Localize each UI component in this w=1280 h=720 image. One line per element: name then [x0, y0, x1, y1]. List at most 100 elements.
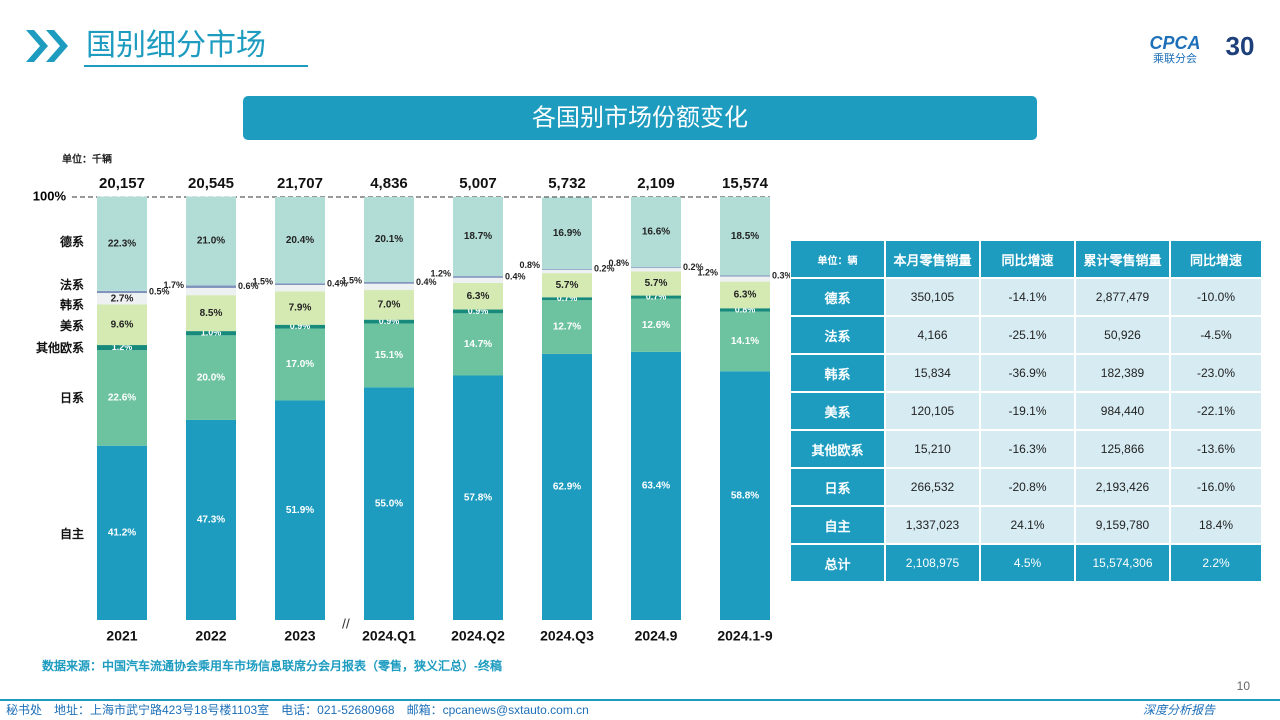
table-cell: -36.9% — [980, 354, 1075, 392]
bar-segment — [275, 284, 325, 292]
value-label: 0.4% — [416, 277, 437, 287]
x-tick-label: 2024.Q3 — [540, 628, 594, 644]
table-cell: 2,108,975 — [885, 544, 980, 582]
total-label: 15,574 — [722, 175, 769, 192]
value-label: 0.8% — [519, 260, 540, 270]
value-label: 1.7% — [163, 280, 184, 290]
y-tick-label: 100% — [33, 188, 67, 203]
table-cell: 266,532 — [885, 468, 980, 506]
value-label: 6.3% — [734, 290, 757, 301]
x-tick-label: 2024.Q1 — [362, 628, 416, 644]
value-label: 0.4% — [327, 279, 348, 289]
value-label: 12.6% — [642, 320, 670, 331]
value-label: 47.3% — [197, 515, 225, 526]
table-cell: 单位：辆 — [790, 240, 885, 278]
bar-segment — [542, 353, 592, 620]
legend-label: 其他欧系 — [36, 340, 84, 355]
bar-segment — [453, 309, 503, 314]
value-label: 16.9% — [553, 228, 581, 239]
value-label: 0.2% — [594, 264, 615, 274]
bar-segment — [631, 271, 681, 296]
table-cell: 美系 — [790, 392, 885, 430]
value-label: 1.2% — [112, 342, 133, 352]
bar-segment — [97, 293, 147, 305]
bar-segment — [453, 197, 503, 277]
table-cell: 总计 — [790, 544, 885, 582]
unit-label: 单位：千辆 — [62, 153, 112, 166]
x-tick-label: 2023 — [284, 628, 315, 644]
bar-segment — [186, 295, 236, 332]
value-label: 0.6% — [238, 281, 259, 291]
value-label: 0.9% — [468, 306, 489, 316]
value-label: 58.8% — [731, 490, 759, 501]
value-label: 0.8% — [735, 304, 756, 314]
bar-segment — [275, 291, 325, 325]
value-label: 17.0% — [286, 359, 314, 370]
value-label: 57.8% — [464, 492, 492, 503]
value-label: 41.2% — [108, 528, 136, 539]
table-cell: -22.1% — [1170, 392, 1262, 430]
table-cell: 24.1% — [980, 506, 1075, 544]
axis-break: // — [342, 616, 350, 632]
table-cell: 4.5% — [980, 544, 1075, 582]
value-label: 1.5% — [252, 277, 273, 287]
bar-segment — [453, 313, 503, 376]
bar-segment — [453, 375, 503, 620]
bar-segment — [542, 197, 592, 269]
chevron-icon — [26, 30, 68, 62]
bar-segment — [97, 304, 147, 346]
logo-sub: 乘联分会 — [1153, 52, 1197, 65]
table-cell: -19.1% — [980, 392, 1075, 430]
table-cell: 2,193,426 — [1075, 468, 1170, 506]
table-cell: -10.0% — [1170, 278, 1262, 316]
logo: CPCA — [1149, 33, 1200, 53]
table-cell: 120,105 — [885, 392, 980, 430]
table-cell: 2,877,479 — [1075, 278, 1170, 316]
total-label: 2,109 — [637, 175, 675, 192]
bar-segment — [720, 275, 770, 277]
bar-segment — [720, 308, 770, 312]
bar-segment — [720, 197, 770, 276]
bar-segment — [720, 281, 770, 309]
table-cell: 法系 — [790, 316, 885, 354]
bar-segment — [275, 324, 325, 329]
bar-segment — [720, 311, 770, 372]
value-label: 2.7% — [111, 293, 134, 304]
value-label: 14.7% — [464, 339, 492, 350]
table-cell: 其他欧系 — [790, 430, 885, 468]
table-cell: -14.1% — [980, 278, 1075, 316]
legend-label: 日系 — [60, 390, 84, 405]
table-cell: 自主 — [790, 506, 885, 544]
sales-table: 单位：辆 本月零售销量 同比增速 累计零售销量 同比增速 德系 350,105 -14.1% 2… — [790, 240, 1262, 582]
table-cell: -13.6% — [1170, 430, 1262, 468]
source: 数据来源：中国汽车流通协会乘用车市场信息联席分会月报表（零售，狭义汇总）-终稿 — [42, 658, 502, 673]
bar-segment — [542, 297, 592, 301]
table-cell: 15,834 — [885, 354, 980, 392]
table-cell: 德系 — [790, 278, 885, 316]
legend-label: 德系 — [60, 234, 84, 249]
bar-segment — [97, 445, 147, 620]
table-cell: 984,440 — [1075, 392, 1170, 430]
value-label: 20.4% — [286, 235, 314, 246]
x-tick-label: 2022 — [195, 628, 226, 644]
legend-label: 韩系 — [60, 297, 84, 312]
value-label: 0.3% — [772, 270, 793, 280]
table-cell: 本月零售销量 — [885, 240, 980, 278]
table-cell: -20.8% — [980, 468, 1075, 506]
table-cell: 韩系 — [790, 354, 885, 392]
table-cell: 15,210 — [885, 430, 980, 468]
page-number: 10 — [1237, 679, 1251, 693]
value-label: 0.9% — [290, 321, 311, 331]
total-label: 4,836 — [370, 175, 408, 192]
bar-segment — [364, 319, 414, 324]
bar-segment — [186, 419, 236, 620]
bar-segment — [542, 269, 592, 274]
table-cell: 4,166 — [885, 316, 980, 354]
value-label: 0.2% — [683, 262, 704, 272]
value-label: 62.9% — [553, 482, 581, 493]
bar-segment — [275, 283, 325, 285]
chart-banner — [243, 96, 1037, 140]
bar-segment — [186, 196, 236, 286]
value-label: 0.7% — [646, 291, 667, 301]
value-label: 5.7% — [645, 278, 668, 289]
